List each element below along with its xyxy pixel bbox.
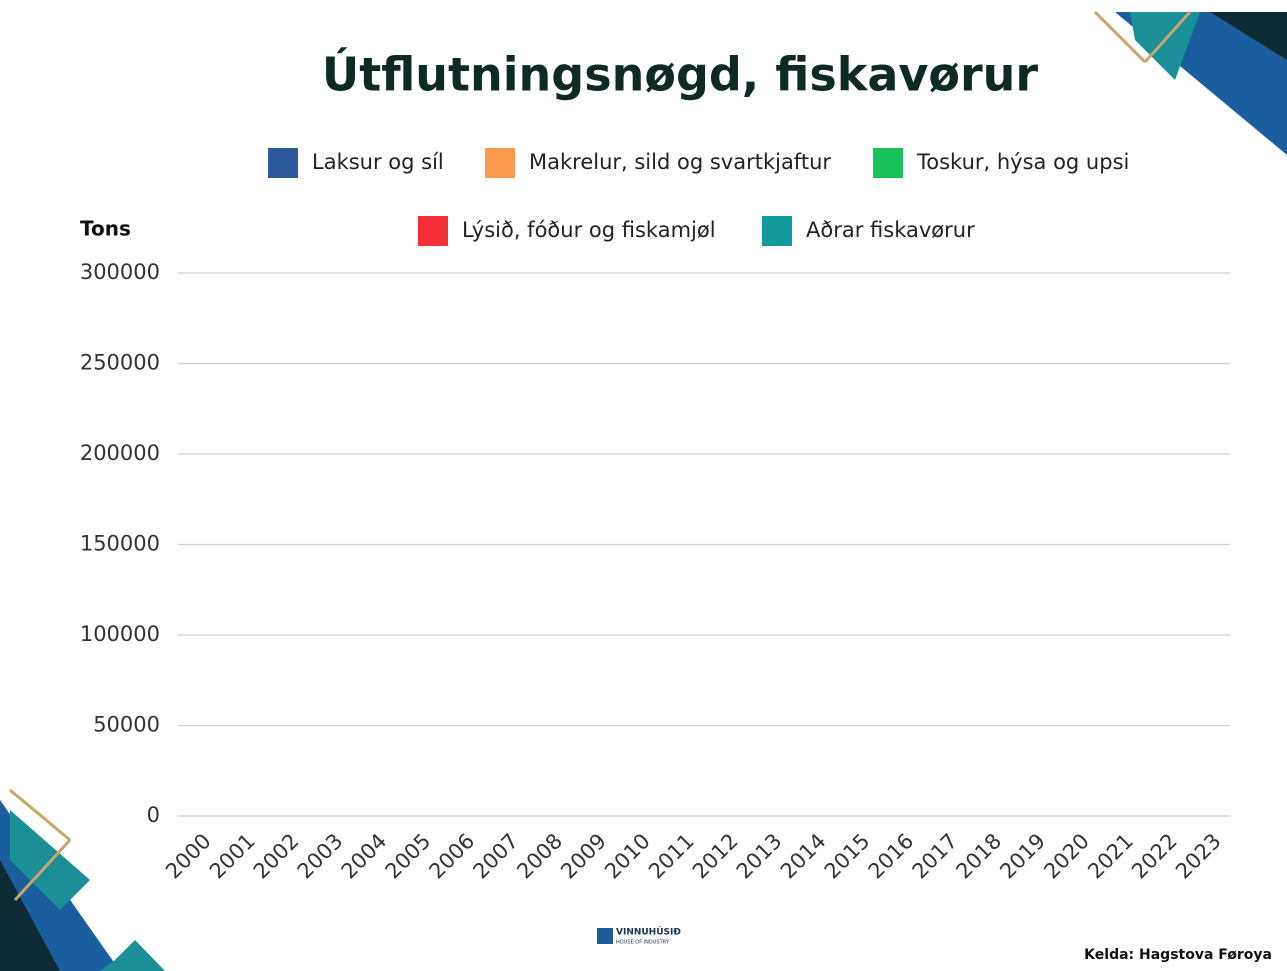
legend-swatch	[418, 216, 448, 246]
legend-swatch	[873, 148, 903, 178]
chart-title: Útflutningsnøgd, fiskavørur	[322, 48, 1039, 102]
y-axis-label: Tons	[80, 217, 131, 241]
legend-label: Lýsið, fóður og fiskamjøl	[462, 218, 716, 242]
legend-label: Toskur, hýsa og upsi	[916, 150, 1129, 174]
y-tick-label: 300000	[80, 260, 160, 284]
legend-label: Aðrar fiskavørur	[806, 218, 975, 242]
logo-tagline: HOUSE OF INDUSTRY	[616, 940, 670, 946]
background	[0, 0, 1287, 971]
legend-swatch	[762, 216, 792, 246]
y-tick-label: 0	[147, 803, 160, 827]
y-tick-label: 200000	[80, 441, 160, 465]
legend-swatch	[268, 148, 298, 178]
y-tick-label: 150000	[80, 532, 160, 556]
legend-swatch	[485, 148, 515, 178]
source: Kelda: Hagstova Føroya	[1084, 947, 1272, 963]
chart: Útflutningsnøgd, fiskavørur Tons VINNUHÚ…	[0, 0, 1287, 971]
logo-icon	[597, 928, 613, 944]
legend-label: Makrelur, sild og svartkjaftur	[529, 150, 831, 174]
legend-label: Laksur og síl	[312, 150, 444, 174]
y-tick-label: 250000	[80, 351, 160, 375]
logo-name: VINNUHÚSIÐ	[616, 926, 681, 938]
y-tick-label: 100000	[80, 622, 160, 646]
y-tick-label: 50000	[93, 713, 160, 737]
